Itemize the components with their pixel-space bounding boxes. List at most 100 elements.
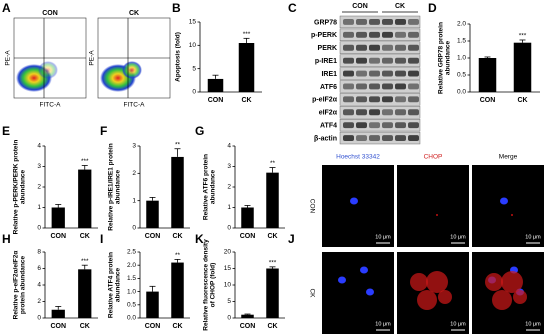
significance: ** xyxy=(270,160,276,167)
panel-letter: A xyxy=(2,1,11,15)
scale-label: 10 μm xyxy=(525,321,541,327)
bar xyxy=(241,314,254,318)
y-tick-label: 1.5 xyxy=(127,275,136,282)
band xyxy=(408,109,419,116)
significance: ** xyxy=(175,141,181,148)
y-tick-label: 3 xyxy=(37,163,41,170)
protein-label: ATF6 xyxy=(320,84,337,91)
band xyxy=(395,31,406,38)
bar xyxy=(51,207,65,228)
y-axis-label: abundance xyxy=(210,169,217,204)
y-axis-label: abundance xyxy=(115,267,122,302)
bar xyxy=(78,269,92,318)
x-tick-label: CON xyxy=(145,233,161,240)
band xyxy=(343,122,354,129)
band xyxy=(369,83,380,90)
protein-label: GRP78 xyxy=(314,19,337,26)
band xyxy=(382,31,393,38)
band xyxy=(343,19,354,25)
y-axis-label: protein abundance xyxy=(20,256,27,315)
x-tick-label: CON xyxy=(240,323,256,330)
band xyxy=(408,31,419,38)
micrograph xyxy=(472,165,544,247)
y-tick-label: 0.5 xyxy=(457,72,466,79)
band xyxy=(382,96,393,103)
band xyxy=(356,70,367,77)
axis-label: FITC-A xyxy=(124,102,146,109)
band xyxy=(382,135,393,141)
y-tick-label: 0 xyxy=(132,225,136,232)
micrograph xyxy=(322,165,394,247)
band xyxy=(382,19,393,25)
channel-label: Hoechst 33342 xyxy=(336,154,380,161)
nucleus xyxy=(350,197,358,205)
y-tick-label: 2 xyxy=(37,298,41,305)
bar xyxy=(241,207,254,228)
protein-label: p-eIF2α xyxy=(312,97,338,104)
band xyxy=(395,122,406,129)
y-tick-label: 6 xyxy=(37,265,41,272)
y-axis-label: Relative GRP78 protein xyxy=(438,22,445,94)
band xyxy=(369,135,380,141)
nucleus xyxy=(360,266,368,274)
y-tick-label: 1 xyxy=(132,197,136,204)
chop-signal xyxy=(417,290,437,310)
band xyxy=(382,83,393,90)
band xyxy=(356,44,367,51)
cell-cloud xyxy=(38,61,58,79)
significance: *** xyxy=(243,31,251,38)
y-tick-label: 8 xyxy=(37,249,41,256)
y-tick-label: 0 xyxy=(192,89,196,96)
bar xyxy=(238,43,255,92)
nucleus xyxy=(338,276,346,284)
band xyxy=(408,122,419,129)
band xyxy=(408,57,419,64)
y-axis-label: Apoptosis (fold) xyxy=(175,32,182,82)
row-label: CON xyxy=(308,199,315,214)
y-tick-label: 0 xyxy=(37,225,41,232)
bar xyxy=(207,78,224,92)
chop-signal xyxy=(501,271,523,293)
y-tick-label: 3 xyxy=(227,163,231,170)
band xyxy=(395,19,406,25)
bar xyxy=(171,262,184,318)
panel-letter: F xyxy=(100,124,107,138)
chop-signal xyxy=(492,290,512,310)
protein-label: p-IRE1 xyxy=(315,58,337,65)
band xyxy=(369,57,380,64)
x-tick-label: CK xyxy=(172,233,182,240)
chop-signal xyxy=(436,214,438,216)
y-tick-label: 15 xyxy=(224,265,232,272)
panel-letter: D xyxy=(428,1,437,15)
x-tick-label: CK xyxy=(241,97,251,104)
band xyxy=(369,109,380,116)
panel-letter: B xyxy=(172,1,181,15)
band xyxy=(356,96,367,103)
bar xyxy=(171,156,184,228)
bar xyxy=(146,291,159,318)
bar xyxy=(266,172,279,228)
panel-letter: I xyxy=(100,232,103,246)
chop-signal xyxy=(426,271,448,293)
x-tick-label: CK xyxy=(267,323,277,330)
band xyxy=(395,83,406,90)
band xyxy=(356,122,367,129)
significance: *** xyxy=(519,33,527,40)
significance: *** xyxy=(81,158,89,165)
axis-label: PE-A xyxy=(89,50,96,66)
y-tick-label: 10 xyxy=(189,42,197,49)
significance: *** xyxy=(81,258,89,265)
y-tick-label: 0 xyxy=(227,315,231,322)
band xyxy=(356,83,367,90)
y-tick-label: 4 xyxy=(37,282,41,289)
plot-title: CON xyxy=(42,10,58,17)
y-axis-label: Relative p-IRE1/IRE1 protein xyxy=(108,143,115,230)
scale-label: 10 μm xyxy=(525,234,541,240)
band xyxy=(356,57,367,64)
group-label: CK xyxy=(395,3,405,10)
plot-title: CK xyxy=(129,10,139,17)
y-axis-label: abundance xyxy=(115,169,122,204)
band xyxy=(343,83,354,90)
band xyxy=(395,57,406,64)
